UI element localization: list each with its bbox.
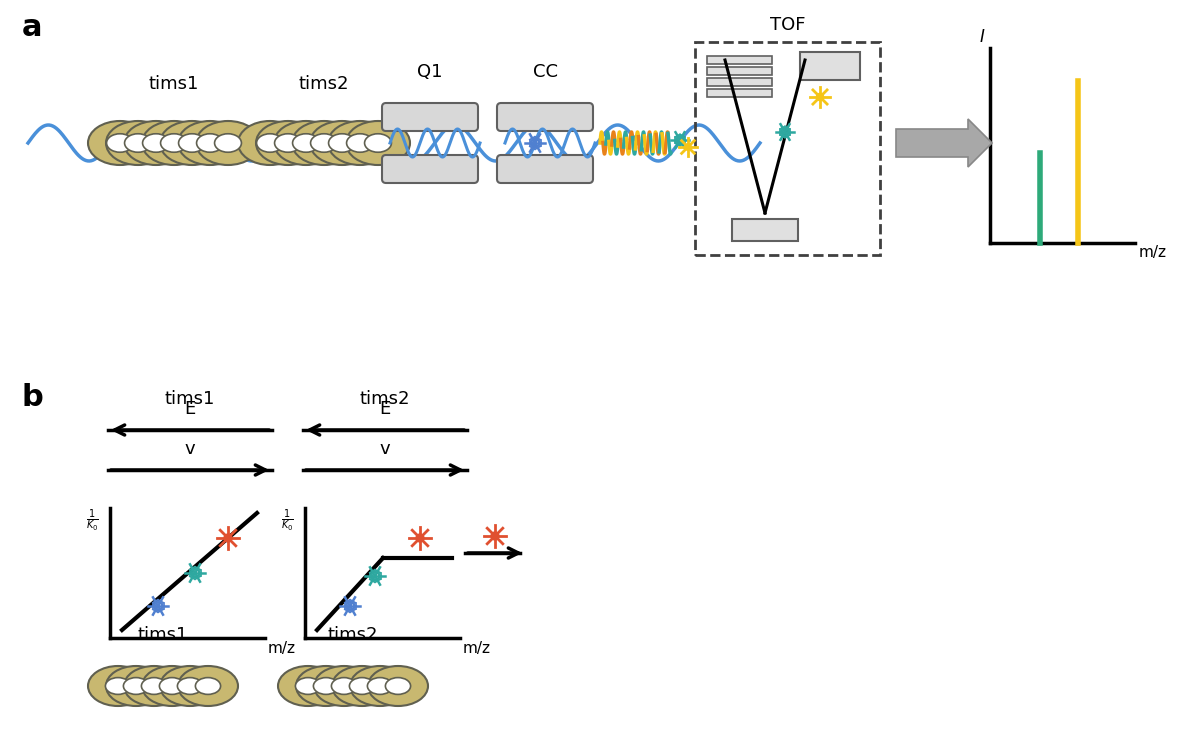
Bar	[732, 219, 798, 241]
Text: TOF: TOF	[769, 16, 805, 34]
Ellipse shape	[142, 677, 167, 694]
FancyArrow shape	[896, 119, 992, 167]
Ellipse shape	[296, 666, 356, 706]
Ellipse shape	[367, 677, 392, 694]
Ellipse shape	[125, 134, 151, 152]
Ellipse shape	[314, 666, 374, 706]
Ellipse shape	[275, 134, 301, 152]
Ellipse shape	[365, 134, 391, 152]
Ellipse shape	[347, 134, 373, 152]
Ellipse shape	[88, 666, 148, 706]
Text: tims2: tims2	[299, 75, 349, 93]
Ellipse shape	[331, 677, 356, 694]
FancyBboxPatch shape	[497, 103, 593, 131]
Text: b: b	[22, 383, 43, 412]
Ellipse shape	[293, 134, 319, 152]
Ellipse shape	[178, 121, 242, 165]
Ellipse shape	[179, 134, 205, 152]
Text: tims2: tims2	[328, 626, 378, 644]
FancyBboxPatch shape	[382, 155, 478, 183]
Ellipse shape	[178, 677, 203, 694]
Ellipse shape	[142, 121, 206, 165]
Ellipse shape	[349, 677, 374, 694]
Ellipse shape	[196, 677, 221, 694]
Ellipse shape	[124, 677, 149, 694]
Ellipse shape	[328, 121, 392, 165]
Ellipse shape	[160, 666, 220, 706]
Ellipse shape	[107, 134, 133, 152]
Ellipse shape	[161, 134, 187, 152]
Ellipse shape	[160, 121, 224, 165]
Text: a: a	[22, 13, 42, 42]
Ellipse shape	[311, 134, 337, 152]
Bar	[707, 89, 772, 97]
Circle shape	[491, 532, 499, 540]
Text: v: v	[185, 440, 196, 458]
Ellipse shape	[292, 121, 356, 165]
Ellipse shape	[313, 677, 338, 694]
Ellipse shape	[215, 134, 241, 152]
FancyBboxPatch shape	[497, 155, 593, 183]
Text: Q1: Q1	[418, 63, 443, 81]
Ellipse shape	[196, 121, 260, 165]
Ellipse shape	[368, 666, 428, 706]
Text: I: I	[979, 28, 984, 46]
Ellipse shape	[278, 666, 338, 706]
Circle shape	[685, 144, 691, 151]
Bar	[800, 52, 860, 80]
Text: m/z: m/z	[463, 641, 491, 656]
Ellipse shape	[124, 666, 184, 706]
Ellipse shape	[106, 666, 166, 706]
Ellipse shape	[106, 677, 131, 694]
Text: E: E	[379, 400, 391, 418]
Ellipse shape	[160, 677, 185, 694]
Ellipse shape	[257, 134, 283, 152]
Ellipse shape	[124, 121, 188, 165]
Ellipse shape	[329, 134, 355, 152]
Text: E: E	[185, 400, 196, 418]
Text: $\frac{1}{K_0}$: $\frac{1}{K_0}$	[281, 508, 294, 534]
Ellipse shape	[295, 677, 320, 694]
Circle shape	[416, 534, 424, 542]
Ellipse shape	[88, 121, 152, 165]
Bar	[707, 78, 772, 86]
Bar	[707, 56, 772, 64]
Text: tims1: tims1	[164, 390, 215, 408]
Text: $\frac{1}{K_0}$: $\frac{1}{K_0}$	[85, 508, 98, 534]
Ellipse shape	[274, 121, 338, 165]
Ellipse shape	[106, 121, 170, 165]
Ellipse shape	[385, 677, 410, 694]
Circle shape	[816, 94, 823, 100]
Ellipse shape	[142, 666, 202, 706]
Text: m/z: m/z	[1139, 245, 1166, 260]
Circle shape	[224, 534, 232, 542]
Text: v: v	[379, 440, 390, 458]
Text: m/z: m/z	[268, 641, 296, 656]
FancyBboxPatch shape	[382, 103, 478, 131]
Text: tims1: tims1	[138, 626, 188, 644]
Ellipse shape	[346, 121, 410, 165]
Bar	[707, 67, 772, 75]
Ellipse shape	[197, 134, 223, 152]
Ellipse shape	[178, 666, 238, 706]
Text: CC: CC	[533, 63, 558, 81]
Ellipse shape	[310, 121, 374, 165]
Ellipse shape	[332, 666, 392, 706]
Ellipse shape	[256, 121, 320, 165]
Ellipse shape	[143, 134, 169, 152]
Text: tims1: tims1	[149, 75, 199, 93]
Text: tims2: tims2	[360, 390, 410, 408]
Ellipse shape	[350, 666, 410, 706]
Ellipse shape	[238, 121, 302, 165]
